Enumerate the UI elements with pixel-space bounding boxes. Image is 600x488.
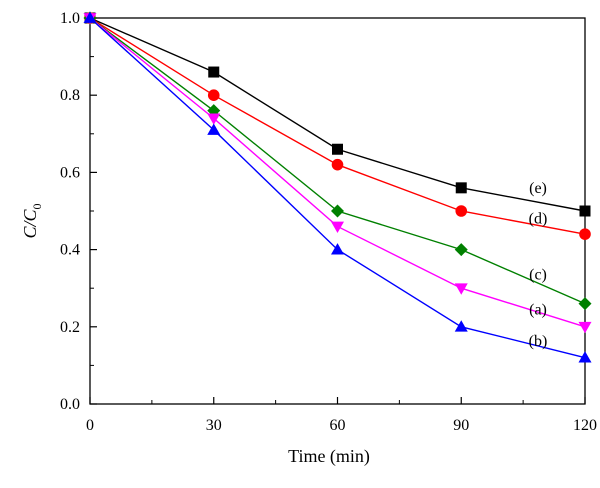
series-line — [89, 17, 586, 359]
data-point — [331, 204, 344, 218]
series-label: (b) — [529, 333, 548, 350]
series — [89, 17, 586, 212]
y-axis-label: C/C0 — [20, 203, 44, 238]
data-point — [207, 113, 221, 125]
data-point — [578, 297, 592, 311]
series-layer — [83, 11, 592, 363]
series-markers — [83, 11, 592, 363]
data-point — [332, 143, 343, 155]
data-point — [331, 243, 344, 255]
ticks: 0 30 60 90 120 0.0 0.2 0.4 0.6 0.8 1.0 — [60, 10, 597, 434]
x-tick-label: 60 — [330, 417, 346, 434]
data-point — [578, 351, 592, 363]
data-point — [454, 243, 468, 257]
x-tick-label: 120 — [573, 417, 597, 434]
data-point — [578, 321, 592, 334]
series — [89, 17, 586, 359]
series-label: (d) — [529, 211, 548, 228]
series-label: (e) — [529, 180, 547, 197]
y-tick-label: 0.8 — [60, 87, 80, 104]
series-markers — [84, 12, 591, 217]
series-label: (c) — [529, 267, 547, 284]
data-point — [579, 205, 591, 217]
y-tick-label: 1.0 — [60, 10, 80, 27]
data-point — [579, 228, 591, 240]
data-point — [331, 158, 344, 171]
labels: (e) (d) (c) (a) (b) — [529, 180, 548, 350]
y-axis-label-main: C/C — [20, 209, 40, 239]
data-point — [207, 89, 220, 101]
data-point — [208, 66, 220, 78]
data-point — [454, 283, 468, 295]
data-point — [207, 123, 221, 135]
y-tick-label: 0.2 — [60, 319, 80, 336]
x-tick-label: 30 — [206, 417, 222, 434]
y-tick-label: 0.6 — [60, 164, 80, 181]
series-label: (a) — [529, 301, 547, 318]
x-tick-label: 90 — [453, 417, 469, 434]
data-point — [331, 221, 344, 233]
y-tick-label: 0.4 — [60, 242, 80, 259]
data-point — [83, 11, 97, 23]
series-markers — [83, 13, 592, 334]
x-tick-label: 0 — [86, 417, 94, 434]
data-point — [454, 320, 468, 332]
y-tick-label: 0.0 — [60, 396, 80, 413]
y-axis-label-subscript: 0 — [30, 203, 44, 209]
series-line — [89, 17, 586, 212]
x-axis-label: Time (min) — [288, 446, 370, 467]
data-point — [455, 182, 467, 194]
data-point — [455, 205, 468, 217]
series-markers — [84, 12, 591, 240]
